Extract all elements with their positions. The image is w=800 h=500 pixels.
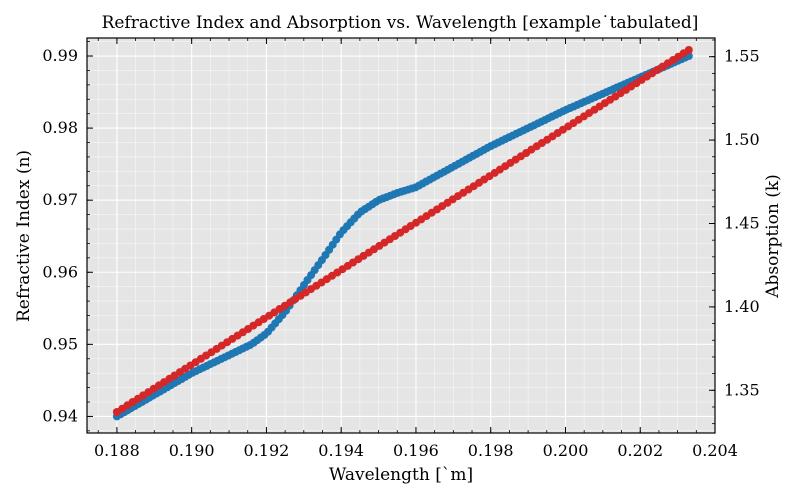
y2-tick-label: 1.50 — [724, 130, 760, 149]
x-tick-label: 0.194 — [318, 441, 364, 460]
y-tick-label: 0.96 — [42, 262, 78, 281]
y2-tick-label: 1.40 — [724, 297, 760, 316]
data-series — [112, 46, 693, 421]
y2-axis-label: Absorption (k) — [763, 174, 783, 299]
x-tick-label: 0.188 — [94, 441, 140, 460]
data-point — [684, 46, 693, 54]
x-tick-label: 0.200 — [543, 441, 589, 460]
x-tick-label: 0.198 — [468, 441, 514, 460]
y2-tick-label: 1.55 — [724, 47, 760, 66]
y-axis-label: Refractive Index (n) — [14, 150, 34, 322]
axis-ticks: 0.188 0.190 0.192 0.194 0.196 0.198 0.200 0.202… — [42, 38, 760, 460]
x-tick-label: 0.202 — [617, 441, 663, 460]
y2-tick-label: 1.35 — [724, 380, 760, 399]
series-absorption — [112, 46, 693, 416]
x-tick-label: 0.204 — [692, 441, 738, 460]
y-tick-label: 0.97 — [42, 190, 78, 209]
chart-title: Refractive Index and Absorption vs. Wave… — [102, 13, 699, 33]
x-axis-label: Wavelength [`m] — [329, 465, 473, 485]
x-tick-label: 0.192 — [244, 441, 290, 460]
y-tick-label: 0.99 — [42, 46, 78, 65]
y-tick-label: 0.98 — [42, 118, 78, 137]
x-tick-label: 0.190 — [169, 441, 215, 460]
plot-frame — [86, 37, 716, 434]
series-refractive-index — [112, 52, 693, 421]
y2-tick-label: 1.45 — [724, 213, 760, 232]
x-tick-label: 0.196 — [393, 441, 439, 460]
y-tick-label: 0.95 — [42, 334, 78, 353]
grid-lines — [87, 38, 716, 433]
y-tick-label: 0.94 — [42, 406, 78, 425]
